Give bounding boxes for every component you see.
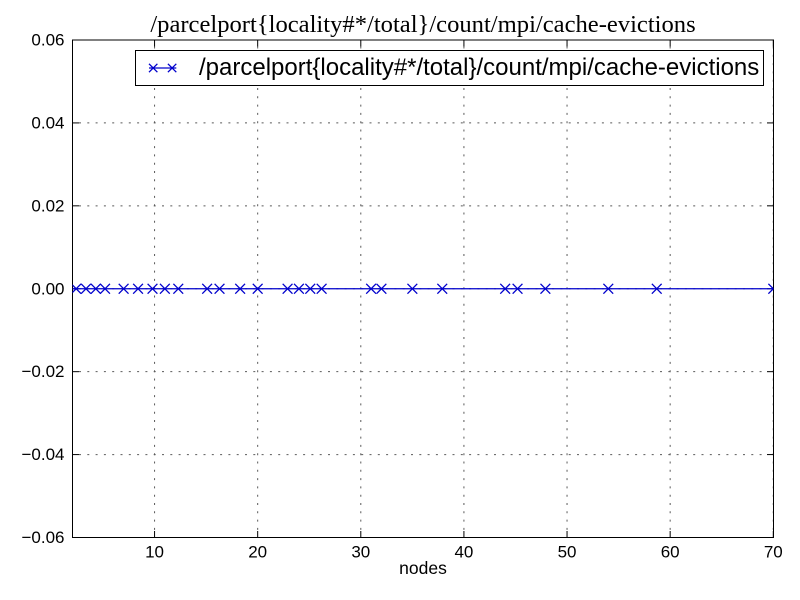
svg-text:−0.04: −0.04 xyxy=(21,445,64,464)
svg-text:10: 10 xyxy=(145,543,164,562)
svg-text:70: 70 xyxy=(764,543,783,562)
svg-text:50: 50 xyxy=(558,543,577,562)
svg-text:−0.06: −0.06 xyxy=(21,528,64,547)
svg-text:0.00: 0.00 xyxy=(31,279,64,298)
svg-text:60: 60 xyxy=(661,543,680,562)
svg-text:0.02: 0.02 xyxy=(31,196,64,215)
svg-text:20: 20 xyxy=(248,543,267,562)
svg-text:40: 40 xyxy=(454,543,473,562)
svg-text:−0.02: −0.02 xyxy=(21,362,64,381)
svg-text:30: 30 xyxy=(351,543,370,562)
svg-text:0.04: 0.04 xyxy=(31,113,64,132)
svg-text:0.06: 0.06 xyxy=(31,31,64,50)
